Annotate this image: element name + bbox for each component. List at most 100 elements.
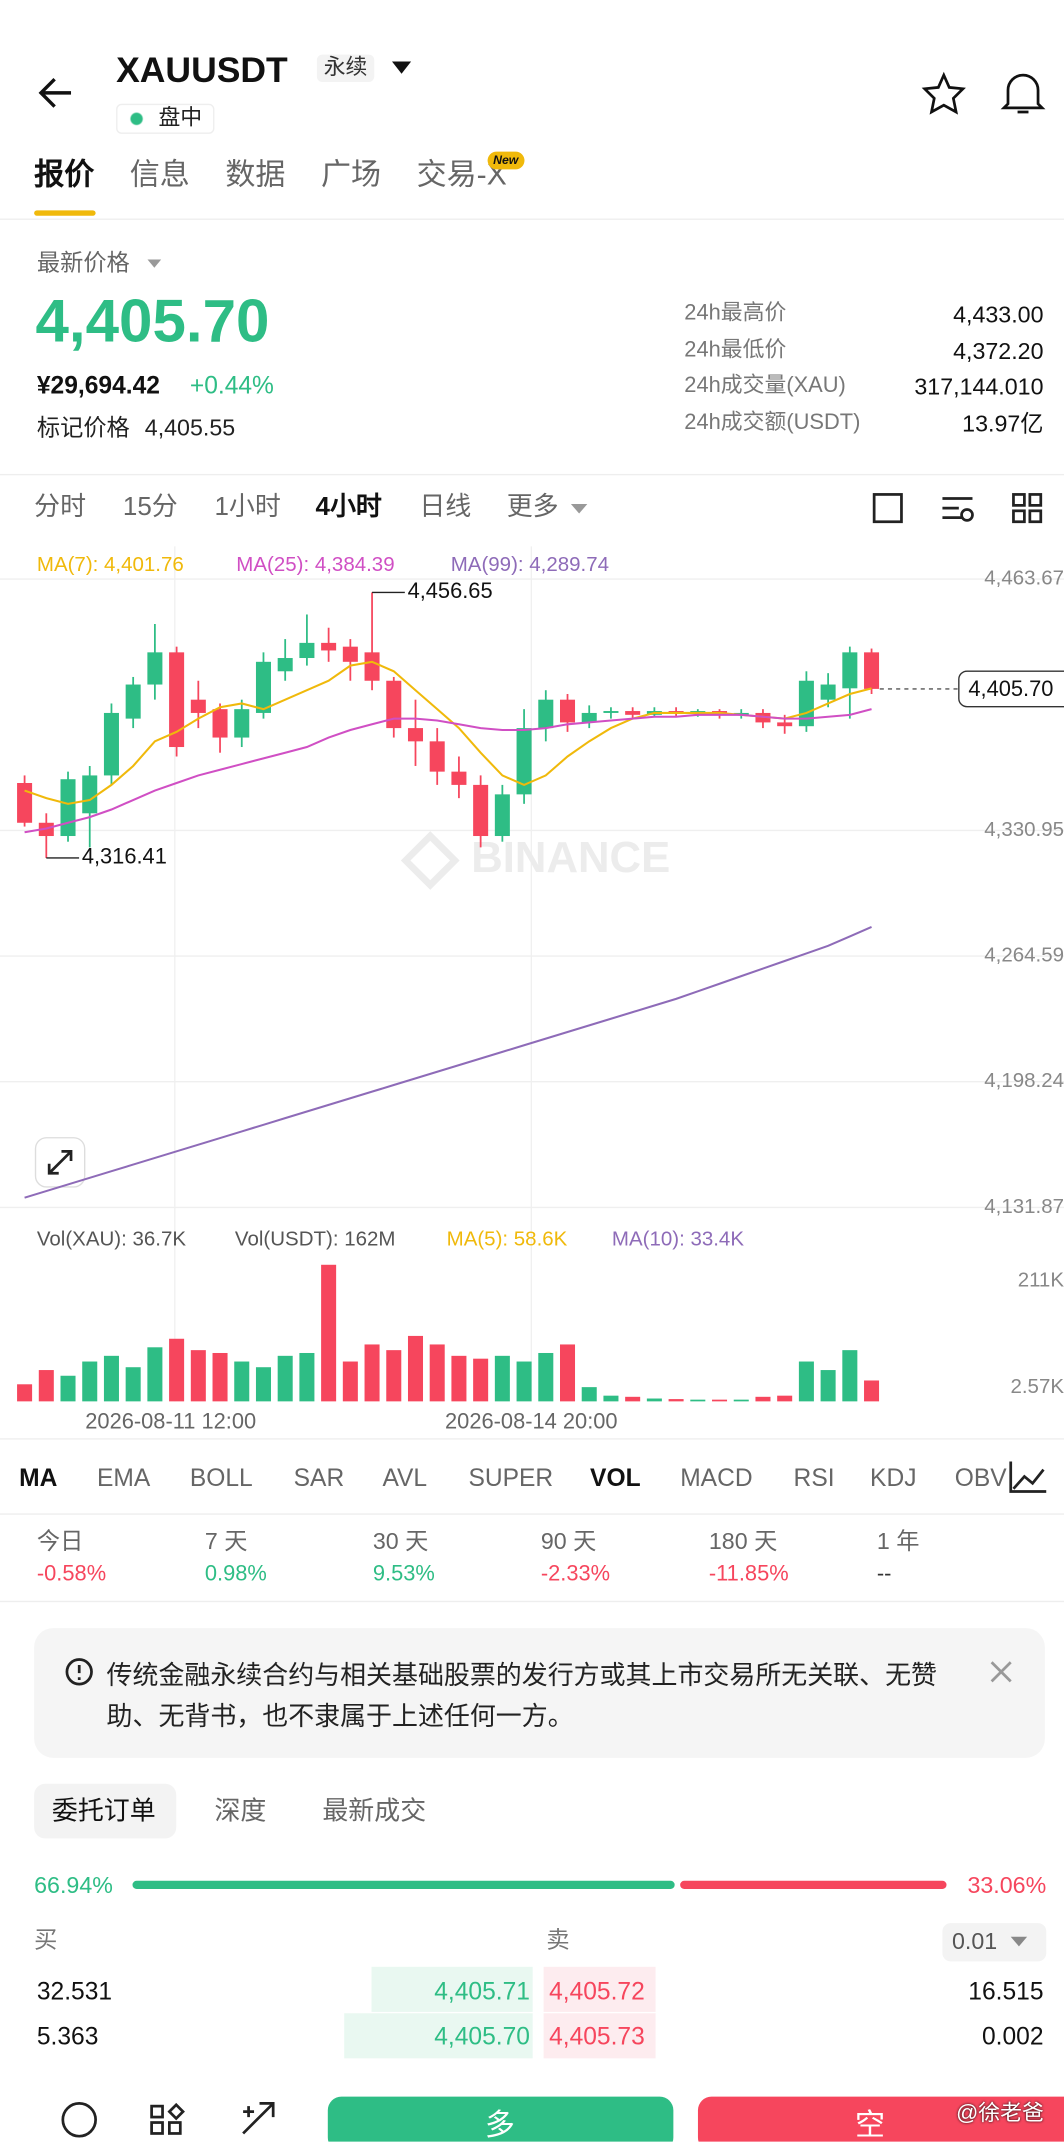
volume-bar bbox=[169, 1338, 185, 1402]
candle-body bbox=[364, 652, 380, 681]
volume-bar bbox=[690, 1399, 706, 1402]
interval[interactable]: 更多 bbox=[506, 493, 559, 522]
indicator[interactable]: OBV bbox=[954, 1464, 1007, 1492]
short-label[interactable]: 空 bbox=[855, 2107, 886, 2142]
star-icon[interactable] bbox=[921, 71, 966, 115]
volume-bar bbox=[864, 1380, 880, 1402]
caret bbox=[147, 259, 162, 268]
mark-label: 标记价格 bbox=[36, 415, 130, 442]
indicator[interactable]: VOL bbox=[590, 1464, 641, 1492]
stat-label: 24h最高价 bbox=[684, 301, 787, 326]
x-label: 2026-08-14 20:00 bbox=[445, 1410, 618, 1435]
volume-bar bbox=[429, 1344, 445, 1402]
candle-body bbox=[777, 722, 793, 727]
ma-legend: MA(25): 4,384.39 bbox=[236, 553, 395, 577]
chart-tools[interactable] bbox=[872, 493, 1043, 524]
tab[interactable]: 数据 bbox=[225, 157, 286, 192]
perf-value: -11.85% bbox=[708, 1562, 789, 1586]
indicator[interactable]: KDJ bbox=[870, 1464, 917, 1492]
bottom-icons[interactable] bbox=[61, 2102, 275, 2138]
tab-indicator bbox=[34, 210, 96, 216]
volume-bar bbox=[581, 1387, 597, 1402]
back-icon[interactable] bbox=[38, 78, 72, 108]
book-tab[interactable]: 委托订单 bbox=[51, 1797, 156, 1827]
indicator[interactable]: SAR bbox=[293, 1464, 345, 1492]
active-tab-bg bbox=[34, 1783, 177, 1839]
vol-legend: Vol(USDT): 162M bbox=[234, 1227, 396, 1252]
divider bbox=[0, 218, 1064, 220]
cny-price: ¥29,694.42 bbox=[36, 371, 160, 399]
vol-tick-label: 2.57K bbox=[1010, 1375, 1064, 1398]
sell-ratio: 33.06% bbox=[967, 1872, 1047, 1899]
candle-body bbox=[407, 728, 424, 742]
indicator[interactable]: MA bbox=[19, 1464, 58, 1492]
candle-body bbox=[581, 712, 597, 723]
candle-body bbox=[820, 684, 836, 700]
tab[interactable]: 报价 bbox=[34, 157, 95, 192]
tab[interactable]: 信息 bbox=[129, 157, 190, 192]
bid-qty: 5.363 bbox=[36, 2022, 99, 2051]
indicator[interactable]: RSI bbox=[793, 1464, 835, 1492]
bell-icon[interactable] bbox=[1000, 73, 1046, 114]
book-tab[interactable]: 最新成交 bbox=[322, 1797, 427, 1827]
candle-body bbox=[842, 652, 858, 689]
interval[interactable]: 分时 bbox=[34, 493, 87, 522]
interval[interactable]: 日线 bbox=[419, 493, 472, 522]
y-tick-label: 4,463.67 bbox=[984, 567, 1064, 590]
stat-label: 24h成交额(USDT) bbox=[684, 410, 861, 434]
ask-qty: 0.002 bbox=[981, 2022, 1044, 2051]
depth-bar bbox=[543, 1966, 656, 2012]
volume-bar bbox=[234, 1361, 250, 1402]
stat-value: 4,372.20 bbox=[953, 338, 1044, 364]
contract-tag: 永续 bbox=[316, 54, 375, 82]
sell-ratio-bar bbox=[680, 1880, 947, 1889]
volume-bar bbox=[625, 1396, 641, 1402]
interval[interactable]: 4小时 bbox=[315, 493, 382, 522]
dropdown-icon[interactable] bbox=[391, 61, 412, 74]
depth-bar bbox=[344, 2013, 533, 2059]
interval[interactable]: 1小时 bbox=[214, 493, 281, 522]
volume-bar bbox=[190, 1350, 206, 1402]
volume-bar bbox=[299, 1352, 315, 1402]
candle-body bbox=[603, 711, 619, 713]
close-icon[interactable] bbox=[990, 1661, 1012, 1683]
volume-bar bbox=[103, 1355, 119, 1402]
mark-price: 4,405.55 bbox=[144, 415, 236, 442]
indicator[interactable]: AVL bbox=[382, 1464, 428, 1492]
short-button[interactable] bbox=[697, 2096, 1064, 2142]
long-label[interactable]: 多 bbox=[484, 2107, 515, 2142]
bid-header: 买 bbox=[34, 1927, 58, 1954]
precision[interactable]: 0.01 bbox=[951, 1928, 998, 1955]
volume-bar bbox=[147, 1347, 163, 1402]
candle-body bbox=[234, 709, 250, 738]
book-tab[interactable]: 深度 bbox=[214, 1797, 267, 1827]
bid-price: 4,405.71 bbox=[434, 1977, 530, 2006]
ask-qty: 16.515 bbox=[968, 1977, 1044, 2006]
candle-body bbox=[864, 652, 880, 689]
indicator[interactable]: MACD bbox=[680, 1464, 753, 1492]
ask-price: 4,405.72 bbox=[549, 1977, 645, 2006]
indicator[interactable]: BOLL bbox=[189, 1464, 253, 1492]
long-button[interactable] bbox=[327, 2096, 674, 2142]
volume-bar bbox=[820, 1370, 836, 1402]
candle-body bbox=[299, 642, 315, 659]
vol-tick-label: 211K bbox=[1018, 1269, 1064, 1292]
stat-value: 13.97亿 bbox=[962, 410, 1044, 437]
ma-line bbox=[24, 925, 872, 1199]
price-change: +0.44% bbox=[189, 371, 274, 399]
precision-bg[interactable] bbox=[942, 1923, 1047, 1962]
buy-ratio: 66.94% bbox=[34, 1872, 113, 1899]
candle-body bbox=[190, 699, 206, 713]
candle-body bbox=[451, 771, 467, 785]
market-status: 盘中 bbox=[116, 103, 215, 134]
interval[interactable]: 15分 bbox=[122, 493, 178, 522]
expand-icon bbox=[47, 1150, 73, 1175]
tab[interactable]: 广场 bbox=[320, 157, 382, 192]
volume-bar bbox=[82, 1361, 98, 1402]
indicator-settings[interactable] bbox=[1009, 1461, 1047, 1493]
y-tick-label: 4,198.24 bbox=[984, 1069, 1064, 1092]
indicator[interactable]: SUPER bbox=[468, 1464, 554, 1492]
indicator[interactable]: EMA bbox=[96, 1464, 151, 1492]
